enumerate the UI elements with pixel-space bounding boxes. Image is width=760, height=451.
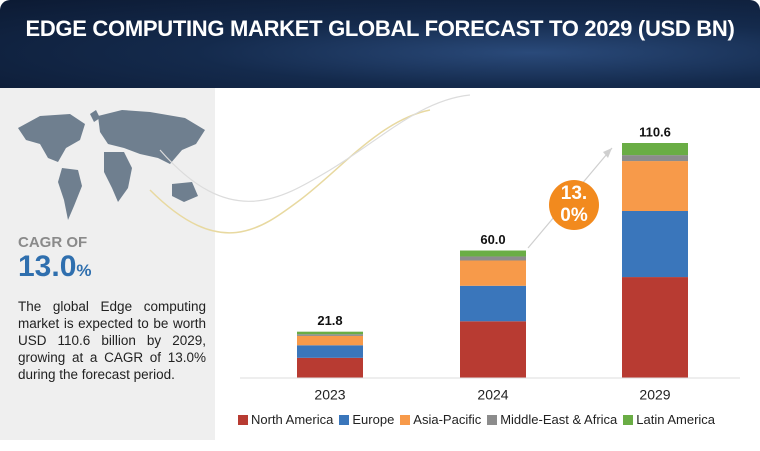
bar-segment bbox=[297, 345, 363, 358]
legend-swatch bbox=[238, 414, 248, 425]
header: EDGE COMPUTING MARKET GLOBAL FORECAST TO… bbox=[0, 0, 760, 88]
bar-segment bbox=[297, 335, 363, 346]
cagr-number: 13.0 bbox=[18, 250, 77, 283]
bar-segment bbox=[297, 334, 363, 336]
x-tick-label: 2023 bbox=[314, 387, 345, 403]
cagr-bubble-text: 0% bbox=[560, 205, 588, 226]
legend-label: Europe bbox=[352, 412, 395, 427]
bar-segment bbox=[622, 210, 688, 278]
bar-segment bbox=[460, 256, 526, 261]
bar-segment bbox=[622, 277, 688, 378]
legend: North America Europe Asia-Pacific Middle-Ea… bbox=[238, 412, 715, 427]
description: The global Edge computing market is expe… bbox=[18, 299, 206, 382]
legend-item: North America bbox=[238, 412, 333, 427]
legend-swatch bbox=[400, 414, 411, 425]
bar-segment bbox=[622, 155, 688, 162]
legend-label: Middle-East & Africa bbox=[500, 412, 618, 427]
legend-label: Asia-Pacific bbox=[413, 412, 482, 427]
bar-segment bbox=[460, 250, 526, 257]
cagr-bubble bbox=[549, 180, 599, 230]
bar-segment bbox=[297, 357, 363, 378]
legend-label: Latin America bbox=[636, 412, 716, 427]
chart-title: EDGE COMPUTING MARKET GLOBAL FORECAST TO… bbox=[25, 16, 735, 41]
side-panel: CAGR OF 13.0% The global Edge computing … bbox=[0, 88, 215, 440]
decor-curve bbox=[159, 94, 471, 202]
cagr-label: CAGR OF bbox=[18, 234, 88, 251]
bar-segment bbox=[460, 285, 526, 322]
bar-segment bbox=[460, 260, 526, 286]
bar-segment bbox=[460, 321, 526, 378]
cagr-bubble-text: 13. bbox=[561, 183, 587, 204]
legend-swatch bbox=[623, 414, 634, 425]
cagr-unit: % bbox=[76, 261, 92, 280]
trend-arrow bbox=[603, 148, 612, 158]
x-tick-label: 2024 bbox=[477, 387, 508, 403]
total-label: 21.8 bbox=[317, 313, 342, 328]
legend-item: Middle-East & Africa bbox=[487, 412, 617, 427]
legend-item: Europe bbox=[339, 412, 394, 427]
legend-swatch bbox=[339, 414, 350, 425]
world-map bbox=[18, 110, 205, 220]
total-label: 110.6 bbox=[639, 124, 671, 139]
legend-swatch bbox=[487, 414, 498, 425]
cagr-value: 13.0% bbox=[18, 250, 92, 284]
bar-segment bbox=[622, 161, 688, 211]
legend-item: Latin America bbox=[623, 412, 715, 427]
legend-item: Asia-Pacific bbox=[400, 412, 481, 427]
bar-segment bbox=[297, 331, 363, 335]
total-label: 60.0 bbox=[480, 232, 505, 247]
x-tick-label: 2029 bbox=[639, 387, 670, 403]
bar-segment bbox=[622, 143, 688, 156]
legend-label: North America bbox=[251, 412, 334, 427]
decor-curve bbox=[149, 109, 431, 234]
